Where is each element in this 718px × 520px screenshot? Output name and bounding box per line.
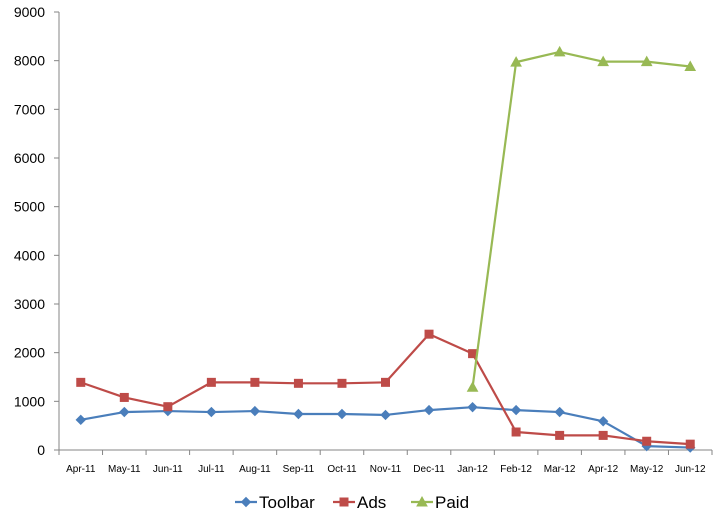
data-point-toolbar [249,405,261,417]
y-tick-label: 5000 [14,199,45,215]
data-point-ads [511,427,521,437]
data-point-paid [640,55,653,67]
data-point-ads [555,430,565,440]
data-point-ads [642,436,652,446]
data-point-toolbar [293,408,304,420]
data-point-ads [119,392,129,402]
data-point-toolbar [423,404,435,416]
y-tick-label: 9000 [14,4,45,20]
legend-marker-ads [339,497,349,507]
data-point-toolbar [75,414,86,426]
y-tick-label: 2000 [14,345,45,361]
y-tick-label: 7000 [14,101,45,117]
x-tick-label: May-12 [630,464,664,475]
data-point-ads [381,377,390,387]
x-tick-label: Jan-12 [457,464,488,475]
x-tick-label: Aug-11 [239,464,271,475]
data-point-paid [553,45,566,57]
series-toolbar [75,401,696,453]
y-tick-label: 6000 [14,150,45,166]
data-point-toolbar [119,406,130,418]
x-tick-label: Mar-12 [544,464,576,475]
legend-label-toolbar: Toolbar [259,493,315,512]
legend-label-ads: Ads [357,493,386,512]
x-tick-label: Jul-11 [198,464,225,475]
data-point-ads [250,377,260,387]
x-tick-label: Jun-12 [675,464,706,475]
series-paid [466,45,697,392]
legend: Toolbar Ads Paid [235,493,469,512]
data-point-ads [293,378,303,388]
data-point-paid [597,55,610,67]
data-point-ads [76,377,86,387]
x-tick-label: Apr-12 [588,464,618,475]
x-tick-label: Apr-11 [66,464,96,475]
y-tick-label: 1000 [14,393,45,409]
x-tick-label: Dec-11 [413,464,445,475]
legend-item-ads: Ads [333,493,386,512]
data-point-paid [684,60,697,72]
data-point-toolbar [380,409,391,421]
data-point-ads [424,329,434,339]
data-point-toolbar [554,406,565,418]
x-tick-label: Sep-11 [283,464,315,475]
series-ads [76,329,695,449]
legend-marker-paid [416,495,428,507]
data-point-ads [206,377,216,387]
legend-item-toolbar: Toolbar [235,493,315,512]
data-point-paid [466,381,479,392]
data-point-toolbar [597,416,609,427]
legend-item-paid: Paid [411,493,469,512]
y-tick-label: 3000 [14,296,45,312]
data-point-ads [337,378,347,388]
data-point-ads [598,430,608,440]
x-tick-label: Nov-11 [370,464,402,475]
legend-label-paid: Paid [435,493,469,512]
data-point-toolbar [467,401,478,413]
legend-marker-toolbar [240,496,252,508]
data-point-ads [163,402,173,412]
y-axis: 0 1000 2000 3000 4000 5000 6000 7000 8000 9000 [14,4,60,458]
series-line-ads [80,333,691,446]
x-axis: Apr-11 May-11 Jun-11 Jul-11 Aug-11 Sep-11 Oct-… [58,449,713,475]
y-tick-label: 0 [37,442,45,458]
y-tick-label: 8000 [14,53,45,69]
data-point-toolbar [206,406,217,418]
data-point-toolbar [510,404,522,416]
x-tick-label: Jun-11 [153,464,183,475]
y-tick-label: 4000 [14,247,45,263]
data-point-toolbar [336,408,348,420]
data-point-paid [510,56,522,67]
data-point-ads [685,439,695,449]
x-tick-label: May-11 [108,464,141,475]
data-point-ads [468,349,478,359]
series-line-paid [471,50,691,388]
x-tick-label: Feb-12 [500,464,532,475]
series-layer [75,45,697,453]
x-tick-label: Oct-11 [327,464,357,475]
